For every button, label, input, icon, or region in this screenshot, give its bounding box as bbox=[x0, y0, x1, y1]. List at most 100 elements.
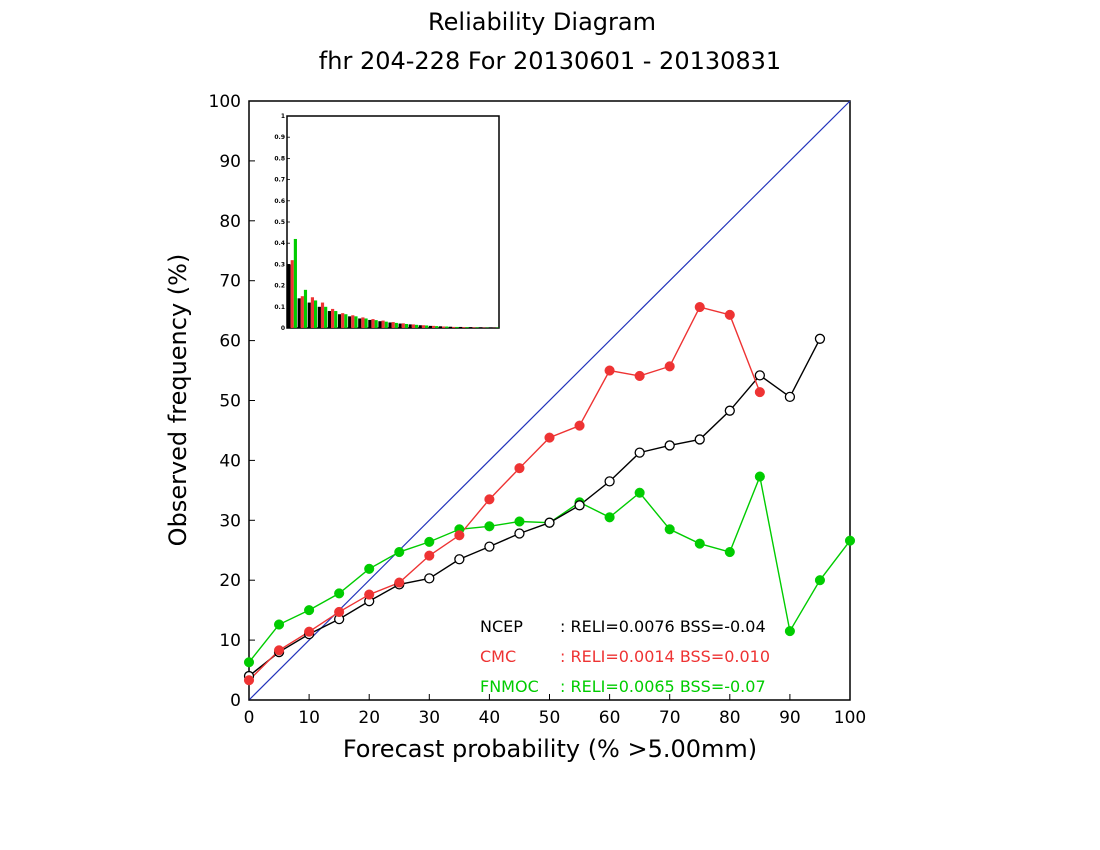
data-point-fnmoc bbox=[664, 524, 675, 535]
data-point-cmc bbox=[694, 302, 705, 313]
inset-bar-fnmoc bbox=[314, 300, 318, 328]
inset-bar-fnmoc bbox=[425, 325, 429, 328]
data-point-ncep bbox=[544, 517, 555, 528]
inset-tick-label: 0.6 bbox=[274, 198, 285, 205]
data-point-ncep bbox=[574, 500, 585, 511]
legend-label-ncep: NCEP bbox=[480, 617, 523, 636]
inset-tick-label: 0.5 bbox=[274, 219, 285, 226]
data-point-fnmoc bbox=[844, 535, 856, 546]
inset-bar-fnmoc bbox=[414, 324, 419, 328]
x-tick-label: 90 bbox=[779, 708, 801, 728]
data-point-fnmoc bbox=[484, 521, 495, 532]
x-tick-label: 70 bbox=[659, 708, 681, 728]
inset-bar-fnmoc bbox=[334, 311, 338, 328]
inset-tick-label: 0.4 bbox=[274, 240, 285, 247]
inset-bar-ncep bbox=[408, 324, 412, 328]
data-point-cmc bbox=[754, 387, 765, 398]
y-tick-label: 100 bbox=[209, 92, 241, 112]
y-tick-label: 80 bbox=[219, 212, 241, 232]
inset-tick-label: 0.7 bbox=[274, 177, 285, 184]
data-point-cmc bbox=[424, 550, 435, 561]
inset-bar-fnmoc bbox=[344, 314, 348, 328]
data-point-fnmoc bbox=[604, 512, 615, 523]
data-point-cmc bbox=[664, 361, 675, 372]
y-tick-label: 40 bbox=[219, 451, 241, 471]
y-tick-label: 50 bbox=[219, 392, 241, 412]
inset-tick-label: 1 bbox=[281, 113, 285, 120]
y-tick-label: 30 bbox=[219, 511, 241, 531]
data-point-cmc bbox=[304, 626, 315, 637]
inset-bar-fnmoc bbox=[293, 238, 297, 328]
data-point-ncep bbox=[454, 554, 465, 565]
inset-bar-cmc bbox=[411, 324, 415, 328]
data-point-fnmoc bbox=[514, 516, 525, 527]
inset-bar-ncep bbox=[459, 326, 463, 328]
legend-stats-cmc: : RELI=0.0014 BSS=0.010 bbox=[560, 647, 770, 666]
inset-bar-fnmoc bbox=[324, 306, 328, 328]
plot-area: 0 10 20 30 40 50 60 70 80 90 100010203040506070809… bbox=[209, 92, 867, 728]
data-point-fnmoc bbox=[724, 546, 735, 558]
data-point-fnmoc bbox=[814, 575, 826, 586]
inset-bar-fnmoc bbox=[465, 327, 469, 328]
data-point-fnmoc bbox=[243, 657, 255, 668]
y-tick-label: 60 bbox=[219, 332, 241, 352]
inset-bar-ncep bbox=[358, 318, 362, 328]
data-point-ncep bbox=[514, 528, 525, 539]
data-point-cmc bbox=[274, 645, 285, 656]
data-point-cmc bbox=[634, 370, 645, 381]
inset-bar-cmc bbox=[331, 308, 335, 328]
inset-bar-ncep bbox=[469, 327, 473, 328]
data-point-cmc bbox=[514, 463, 525, 474]
inset-bar-cmc bbox=[320, 302, 325, 328]
inset-bar-ncep bbox=[438, 326, 443, 328]
inset-tick-label: 0.8 bbox=[274, 155, 285, 162]
inset-bar-ncep bbox=[327, 311, 332, 328]
data-point-ncep bbox=[664, 440, 675, 451]
inset-bar-cmc bbox=[341, 313, 345, 328]
data-point-fnmoc bbox=[784, 626, 795, 637]
y-axis-label: Observed frequency (%) bbox=[164, 254, 192, 547]
inset-bar-cmc bbox=[462, 327, 466, 328]
series-line-ncep bbox=[248, 338, 821, 677]
data-point-ncep bbox=[814, 333, 826, 344]
data-point-cmc bbox=[454, 530, 465, 541]
x-tick-label: 100 bbox=[834, 708, 866, 728]
inset-bar-ncep bbox=[307, 302, 311, 328]
inset-tick-label: 0.9 bbox=[274, 134, 285, 141]
inset-bar-ncep bbox=[287, 264, 291, 328]
data-point-ncep bbox=[484, 541, 495, 552]
inset-bar-fnmoc bbox=[435, 326, 439, 328]
legend-label-cmc: CMC bbox=[480, 647, 516, 666]
inset-bar-ncep bbox=[449, 326, 453, 328]
inset-bar-cmc bbox=[371, 319, 375, 328]
inset-bar-ncep bbox=[348, 316, 352, 328]
data-point-ncep bbox=[424, 573, 435, 584]
perfect-reliability-line bbox=[248, 100, 851, 701]
inset-bar-ncep bbox=[479, 327, 483, 328]
x-tick-label: 50 bbox=[539, 708, 561, 728]
inset-bar-ncep bbox=[428, 325, 432, 328]
data-point-cmc bbox=[724, 309, 735, 320]
inset-tick-label: 0.2 bbox=[274, 283, 285, 290]
inset-bar-ncep bbox=[418, 325, 422, 328]
inset-bar-fnmoc bbox=[303, 289, 308, 328]
inset-tick-label: 0 bbox=[281, 325, 285, 332]
inset-bar-cmc bbox=[401, 323, 405, 328]
legend-label-fnmoc: FNMOC bbox=[480, 677, 539, 696]
data-point-fnmoc bbox=[334, 588, 345, 599]
data-point-fnmoc bbox=[694, 538, 705, 549]
inset-bar-ncep bbox=[368, 319, 372, 328]
inset-bar-cmc bbox=[351, 315, 355, 328]
x-tick-label: 80 bbox=[719, 708, 741, 728]
data-point-ncep bbox=[604, 476, 615, 487]
y-tick-label: 0 bbox=[230, 691, 241, 711]
data-point-cmc bbox=[544, 432, 555, 443]
inset-bar-cmc bbox=[452, 326, 456, 328]
data-point-fnmoc bbox=[394, 546, 405, 558]
x-axis-label: Forecast probability (% >5.00mm) bbox=[343, 735, 757, 763]
inset-bar-fnmoc bbox=[445, 326, 449, 328]
inset-bar-fnmoc bbox=[374, 320, 378, 328]
data-point-fnmoc bbox=[364, 563, 375, 574]
inset-bar-fnmoc bbox=[404, 323, 409, 328]
x-tick-label: 30 bbox=[418, 708, 440, 728]
